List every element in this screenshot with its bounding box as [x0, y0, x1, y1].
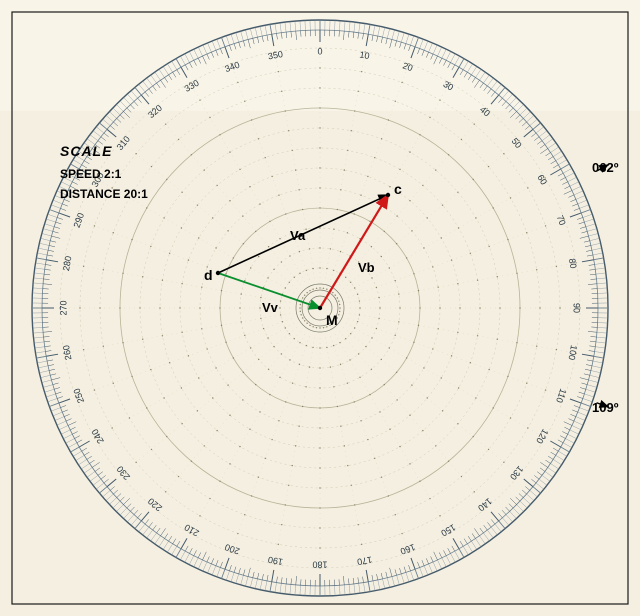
degree-label: 0	[317, 46, 322, 56]
degree-label: 90	[572, 303, 582, 313]
point-M	[318, 306, 322, 310]
vector-label-Vb: Vb	[358, 260, 375, 275]
degree-label: 10	[359, 49, 371, 61]
point-label-M: M	[326, 312, 338, 328]
degree-label: 270	[58, 300, 68, 315]
scale-block: SCALE SPEED 2:1 DISTANCE 20:1	[60, 140, 148, 205]
scale-title: SCALE	[60, 140, 148, 164]
point-label-d: d	[204, 267, 213, 283]
point-d	[216, 271, 220, 275]
degree-label: 180	[312, 560, 327, 570]
scale-line-distance: DISTANCE 20:1	[60, 184, 148, 204]
point-c	[386, 193, 390, 197]
scale-line-speed: SPEED 2:1	[60, 164, 148, 184]
bearing-label-062: 062º	[592, 160, 618, 175]
vector-label-Vv: Vv	[262, 300, 278, 315]
bearing-label-109: 109º	[592, 400, 618, 415]
vector-label-Va: Va	[290, 228, 305, 243]
point-label-c: c	[394, 181, 402, 197]
degree-label: 80	[567, 258, 579, 270]
